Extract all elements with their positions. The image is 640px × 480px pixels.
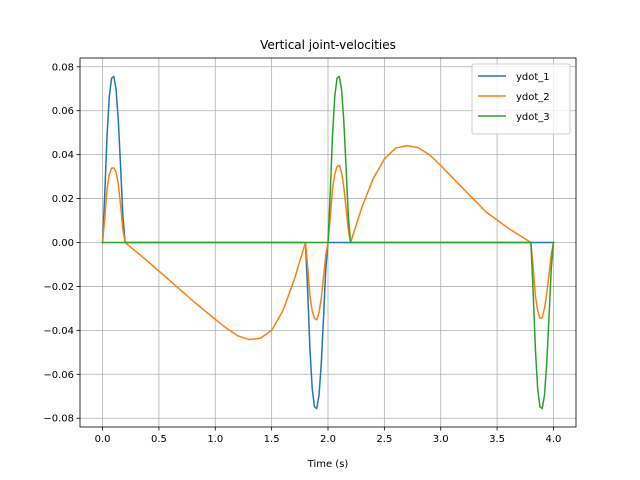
y-tick-label: −0.02: [43, 282, 74, 293]
series-line-ydot_3: [101, 75, 555, 410]
legend-label-ydot_1: ydot_1: [516, 72, 550, 83]
x-axis-ticks: 0.0 0.5 1.0 1.5 2.0 2.5 3.0 3.5 4.0: [95, 427, 562, 445]
x-tick-label: 2.0: [320, 434, 336, 445]
x-tick-label: 3.5: [489, 434, 505, 445]
x-tick-label: 2.5: [376, 434, 392, 445]
x-tick-label: 4.0: [546, 434, 562, 445]
chart-title: Vertical joint-velocities: [260, 38, 396, 52]
x-tick-label: 1.0: [207, 434, 223, 445]
y-tick-label: 0.08: [52, 62, 74, 73]
y-tick-label: −0.08: [43, 414, 74, 425]
y-tick-label: −0.04: [43, 326, 74, 337]
y-axis-ticks: 0.08 0.06 0.04 0.02 0.00 −0.02 −0.04 −0.06 −0.08: [43, 62, 80, 425]
x-tick-label: 0.0: [95, 434, 111, 445]
y-tick-label: 0.06: [52, 106, 74, 117]
series-lines: [101, 75, 555, 410]
y-tick-label: 0.04: [52, 150, 74, 161]
x-tick-label: 3.0: [433, 434, 449, 445]
y-tick-label: −0.06: [43, 370, 74, 381]
x-tick-label: 1.5: [264, 434, 280, 445]
legend-label-ydot_2: ydot_2: [516, 92, 550, 103]
y-tick-label: 0.00: [52, 238, 74, 249]
x-tick-label: 0.5: [151, 434, 167, 445]
x-axis-label: Time (s): [307, 459, 349, 470]
legend: ydot_1 ydot_2 ydot_3: [471, 63, 571, 135]
legend-label-ydot_3: ydot_3: [516, 112, 550, 123]
y-tick-label: 0.02: [52, 194, 74, 205]
